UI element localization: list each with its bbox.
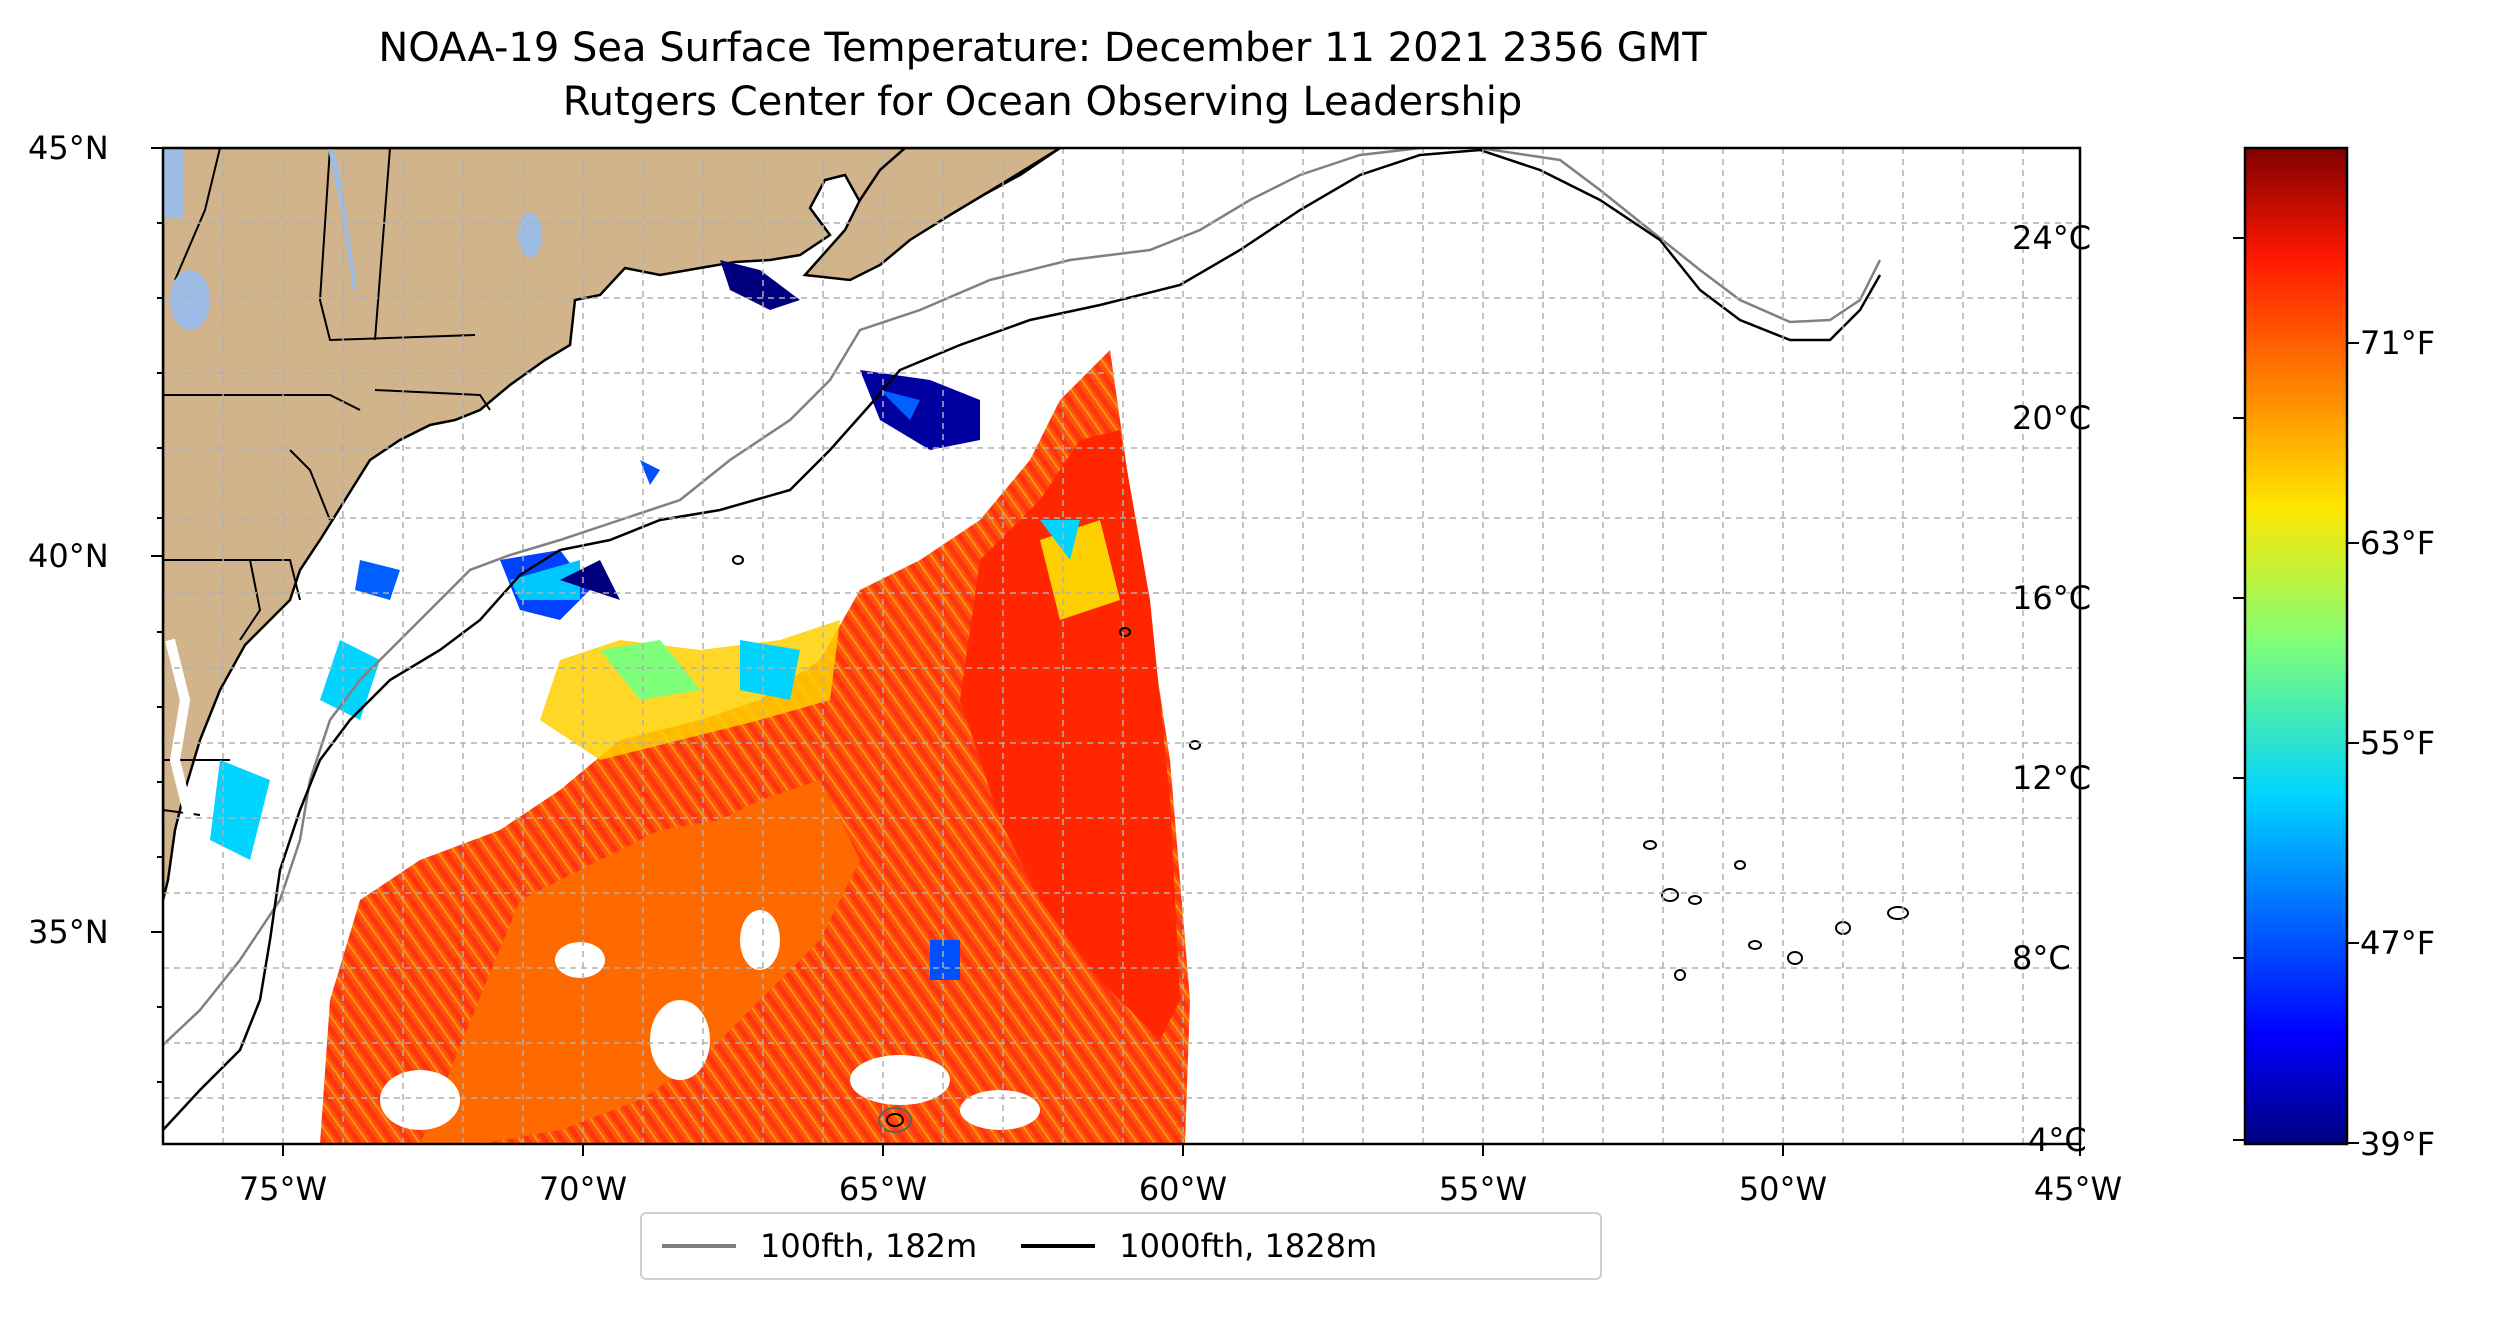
legend-label-100fth: 100fth, 182m [760,1227,978,1265]
lon-label-70w: 70°W [538,1170,628,1208]
sst-cool-patches [210,520,1120,980]
colorbar-f-label-71: 71°F [2360,324,2436,362]
colorbar-f-label-39: 39°F [2360,1125,2436,1163]
colorbar-f-label-47: 47°F [2360,924,2436,962]
isobath-100fth [163,148,1882,1046]
colorbar-f-label-55: 55°F [2360,724,2436,762]
graticule [163,148,2080,1144]
state-borders [163,148,491,816]
lat-label-35: 35°N [28,913,109,951]
lon-label-50w: 50°W [1738,1170,1828,1208]
isobath-1000fth [163,148,1882,1131]
lon-label-65w: 65°W [838,1170,928,1208]
cloud-gaps [380,910,1040,1130]
lon-label-60w: 60°W [1138,1170,1228,1208]
legend-swatch-black-line [1021,1244,1096,1248]
map-subtitle: Rutgers Center for Ocean Observing Leade… [562,79,1523,125]
sst-red-core [960,430,1180,1040]
colorbar-c-label-12: 12°C [2012,759,2092,797]
lat-label-45: 45°N [28,129,109,167]
colorbar-c-label-8: 8°C [2012,939,2071,977]
legend-swatch-gray-line [662,1244,736,1248]
colorbar-c-label-20: 20°C [2012,399,2092,437]
lat-ticks [151,147,163,1083]
colorbar [2243,146,2349,1146]
land-nova-scotia [802,148,1063,282]
legend-label-1000fth: 1000fth, 1828m [1119,1227,1378,1265]
colorbar-c-label-4: 4°C [2028,1121,2087,1159]
legend-item-1000fth: 1000fth, 1828m [1021,1227,1377,1265]
colorbar-ticks [2233,237,2359,1144]
legend-item-100fth: 100fth, 182m [662,1227,977,1265]
seamounts [732,555,1909,1133]
lakes [163,148,542,330]
lon-label-75w: 75°W [238,1170,328,1208]
colorbar-c-label-24: 24°C [2012,219,2092,257]
lat-label-40: 40°N [28,537,109,575]
isobath-legend: 100fth, 182m 1000fth, 1828m [640,1212,1602,1280]
lon-label-45w: 45°W [2033,1170,2123,1208]
colorbar-c-label-16: 16°C [2012,579,2092,617]
sst-orange-patch [420,780,860,1144]
map-frame [161,146,2082,1146]
lon-label-55w: 55°W [1438,1170,1528,1208]
lon-ticks [282,1144,2081,1156]
colorbar-f-label-63: 63°F [2360,524,2436,562]
map-title: NOAA-19 Sea Surface Temperature: Decembe… [378,25,1707,71]
